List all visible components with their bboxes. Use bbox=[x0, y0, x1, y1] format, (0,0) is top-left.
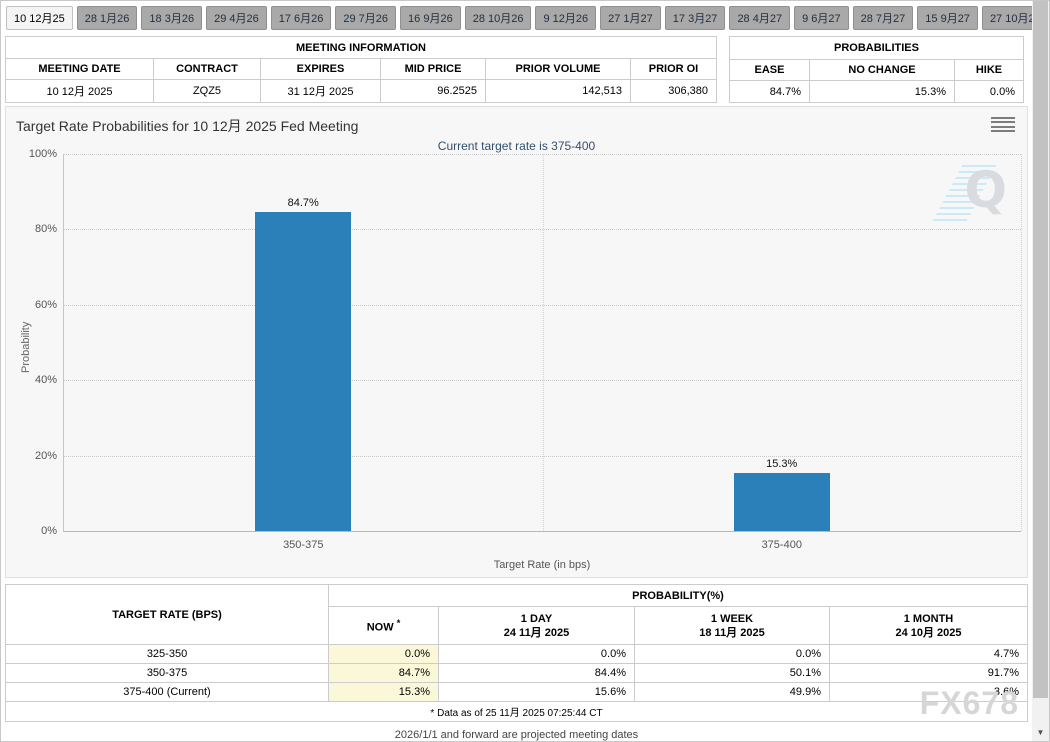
one-month-header: 1 MONTH 24 10月 2025 bbox=[829, 606, 1028, 645]
rate-cell: 375-400 (Current) bbox=[5, 682, 329, 702]
chart-plot-area: 100% 80% 60% 40% 20% 0% Probability Q 84… bbox=[20, 148, 1022, 551]
prior-oi-header: PRIOR OI bbox=[630, 58, 717, 80]
ytick-20: 20% bbox=[34, 449, 57, 462]
week-cell: 49.9% bbox=[634, 682, 830, 702]
data-as-of-note: * Data as of 25 11月 2025 07:25:44 CT bbox=[5, 701, 1028, 722]
tab-meeting-10[interactable]: 17 3月27 bbox=[664, 6, 726, 30]
bar-350-375[interactable] bbox=[255, 211, 352, 531]
probabilities-table: PROBABILITIES EASE NO CHANGE HIKE 84.7% … bbox=[729, 36, 1024, 103]
prior-volume-header: PRIOR VOLUME bbox=[485, 58, 631, 80]
week-cell: 50.1% bbox=[634, 663, 830, 683]
bar-375-400[interactable] bbox=[733, 473, 830, 531]
ease-value: 84.7% bbox=[729, 80, 810, 103]
chart-header: Target Rate Probabilities for 10 12月 202… bbox=[6, 107, 1027, 136]
bar-slot-375-400: 15.3% bbox=[712, 154, 852, 531]
tab-meeting-4[interactable]: 17 6月26 bbox=[270, 6, 332, 30]
meeting-date-tabbar: 10 12月25 28 1月26 18 3月26 29 4月26 17 6月26… bbox=[1, 1, 1049, 35]
fx678-watermark: FX678 bbox=[919, 685, 1019, 721]
contract-header: CONTRACT bbox=[153, 58, 261, 80]
one-week-header: 1 WEEK 18 11月 2025 bbox=[634, 606, 830, 645]
tab-meeting-9[interactable]: 27 1月27 bbox=[600, 6, 661, 30]
table-row-325-350: 325-350 0.0% 0.0% 0.0% 4.7% bbox=[5, 644, 1028, 664]
now-cell: 84.7% bbox=[328, 663, 439, 683]
meeting-date-header: MEETING DATE bbox=[5, 58, 154, 80]
info-tables-row: MEETING INFORMATION MEETING DATE CONTRAC… bbox=[5, 36, 1028, 103]
xcategory-350-375: 350-375 bbox=[283, 539, 324, 551]
probability-group-header: PROBABILITY(%) bbox=[328, 584, 1028, 607]
tab-meeting-5[interactable]: 29 7月26 bbox=[335, 6, 397, 30]
probability-history-table: TARGET RATE (BPS) PROBABILITY(%) NOW * 1… bbox=[5, 584, 1028, 722]
table-row-375-400-current: 375-400 (Current) 15.3% 15.6% 49.9% 3.6% bbox=[5, 682, 1028, 702]
tab-meeting-8[interactable]: 9 12月26 bbox=[535, 6, 597, 30]
tab-meeting-1[interactable]: 28 1月26 bbox=[76, 6, 138, 30]
week-cell: 0.0% bbox=[634, 644, 830, 664]
no-change-value: 15.3% bbox=[809, 80, 955, 103]
plot-right-gridline bbox=[1021, 154, 1022, 531]
tab-meeting-0[interactable]: 10 12月25 bbox=[6, 6, 73, 30]
y-axis-title: Probability bbox=[20, 321, 32, 373]
chart-subtitle: Current target rate is 375-400 bbox=[437, 139, 596, 153]
scrollbar-thumb[interactable] bbox=[1033, 1, 1048, 698]
ease-header: EASE bbox=[729, 58, 810, 82]
month-cell: 4.7% bbox=[829, 644, 1028, 664]
expires-header: EXPIRES bbox=[260, 58, 381, 80]
bar-value-label-375-400: 15.3% bbox=[766, 458, 798, 471]
x-axis-title: Target Rate (in bps) bbox=[493, 559, 591, 571]
tab-meeting-7[interactable]: 28 10月26 bbox=[464, 6, 532, 30]
chart-menu-icon[interactable] bbox=[991, 116, 1015, 133]
month-cell: 91.7% bbox=[829, 663, 1028, 683]
hike-header: HIKE bbox=[954, 58, 1024, 82]
ytick-60: 60% bbox=[34, 298, 57, 311]
tab-meeting-12[interactable]: 9 6月27 bbox=[794, 6, 849, 30]
mid-price-header: MID PRICE bbox=[380, 58, 486, 80]
bar-slot-350-375: 84.7% bbox=[233, 154, 373, 531]
quikstrike-q-icon: Q bbox=[964, 161, 1007, 219]
no-change-header: NO CHANGE bbox=[809, 58, 955, 82]
category-divider-gridline bbox=[542, 154, 544, 531]
prior-oi-value: 306,380 bbox=[630, 79, 717, 103]
contract-value: ZQZ5 bbox=[153, 79, 261, 103]
meeting-information-table: MEETING INFORMATION MEETING DATE CONTRAC… bbox=[5, 36, 717, 103]
target-rate-chart: Target Rate Probabilities for 10 12月 202… bbox=[5, 106, 1028, 578]
table-row-350-375: 350-375 84.7% 84.4% 50.1% 91.7% bbox=[5, 663, 1028, 683]
ytick-0: 0% bbox=[41, 525, 57, 537]
one-day-header: 1 DAY 24 11月 2025 bbox=[438, 606, 635, 645]
ytick-100: 100% bbox=[28, 148, 57, 160]
now-header: NOW * bbox=[328, 606, 439, 645]
mid-price-value: 96.2525 bbox=[380, 79, 486, 103]
ytick-80: 80% bbox=[34, 223, 57, 236]
ytick-40: 40% bbox=[34, 374, 57, 387]
expires-value: 31 12月 2025 bbox=[260, 79, 381, 103]
bar-value-label-350-375: 84.7% bbox=[287, 196, 319, 209]
xcategory-375-400: 375-400 bbox=[761, 539, 802, 551]
tab-meeting-3[interactable]: 29 4月26 bbox=[206, 6, 267, 30]
prior-volume-value: 142,513 bbox=[485, 79, 631, 103]
meeting-information-title: MEETING INFORMATION bbox=[5, 36, 717, 59]
tab-meeting-14[interactable]: 15 9月27 bbox=[917, 6, 978, 30]
rate-cell: 325-350 bbox=[5, 644, 329, 664]
tab-meeting-11[interactable]: 28 4月27 bbox=[729, 6, 791, 30]
tab-meeting-6[interactable]: 16 9月26 bbox=[400, 6, 461, 30]
quikstrike-logo: Q bbox=[931, 160, 1011, 226]
tab-meeting-13[interactable]: 28 7月27 bbox=[852, 6, 914, 30]
rate-cell: 350-375 bbox=[5, 663, 329, 683]
now-cell: 15.3% bbox=[328, 682, 439, 702]
projected-dates-note: 2026/1/1 and forward are projected meeti… bbox=[394, 729, 639, 741]
hike-value: 0.0% bbox=[954, 80, 1024, 103]
tab-meeting-2[interactable]: 18 3月26 bbox=[141, 6, 203, 30]
day-cell: 15.6% bbox=[438, 682, 635, 702]
day-cell: 0.0% bbox=[438, 644, 635, 664]
probabilities-title: PROBABILITIES bbox=[729, 36, 1024, 60]
target-rate-bps-header: TARGET RATE (BPS) bbox=[5, 584, 329, 645]
day-cell: 84.4% bbox=[438, 663, 635, 683]
now-cell: 0.0% bbox=[328, 644, 439, 664]
scrollbar-down-arrow-icon[interactable]: ▼ bbox=[1032, 724, 1049, 741]
meeting-date-value: 10 12月 2025 bbox=[5, 79, 154, 103]
data-as-of-row: * Data as of 25 11月 2025 07:25:44 CT bbox=[5, 701, 1028, 722]
chart-title: Target Rate Probabilities for 10 12月 202… bbox=[16, 118, 359, 134]
vertical-scrollbar[interactable]: ▼ bbox=[1032, 1, 1049, 741]
